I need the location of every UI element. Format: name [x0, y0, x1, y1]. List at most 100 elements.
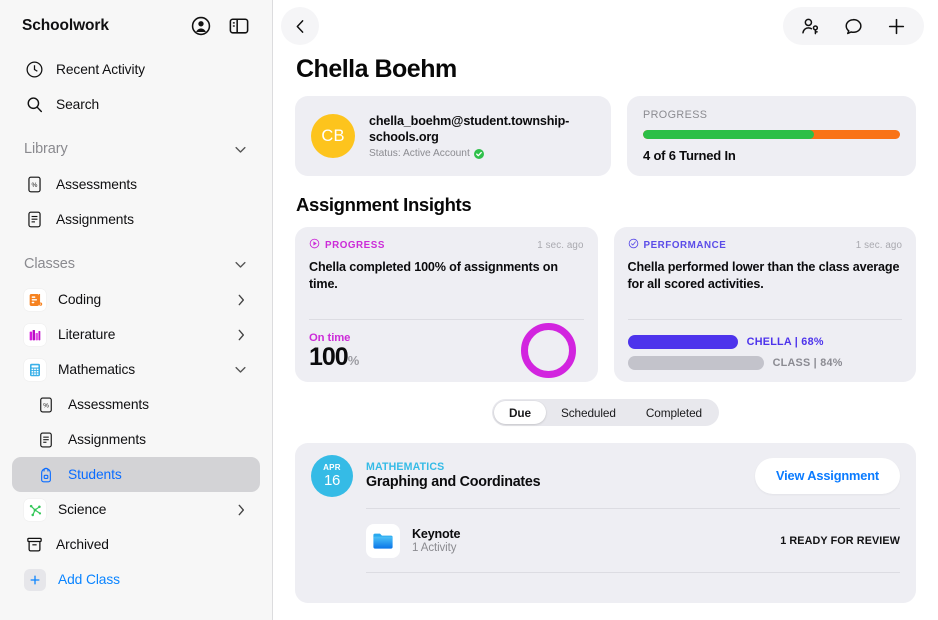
- sidebar-item-search[interactable]: Search: [12, 87, 260, 122]
- sidebar-item-label: Assignments: [56, 212, 134, 227]
- status-text: Status: Active Account: [369, 148, 470, 160]
- sidebar-item-label: Assessments: [68, 397, 149, 412]
- main-body: Chella Boehm CB chella_boehm@student.tow…: [273, 55, 938, 603]
- metric-unit: %: [347, 352, 360, 368]
- activity-row[interactable]: Keynote 1 Activity 1 READY FOR REVIEW: [311, 509, 900, 572]
- activity-meta: Keynote 1 Activity: [412, 527, 768, 554]
- date-day: 16: [323, 471, 341, 489]
- metric-block: On time 100%: [309, 332, 359, 370]
- activity-status: 1 READY FOR REVIEW: [780, 534, 900, 547]
- sidebar-section-label: Classes: [24, 256, 75, 272]
- tab-due[interactable]: Due: [493, 401, 546, 424]
- search-icon: [24, 95, 44, 115]
- sidebar-item-archived[interactable]: Archived: [12, 527, 260, 562]
- sidebar-nav: Recent Activity Search Library: [10, 52, 262, 597]
- svg-text:%: %: [31, 182, 37, 189]
- insight-bars: CHELLA | 68% CLASS | 84%: [627, 320, 903, 382]
- app-title: Schoolwork: [22, 17, 109, 34]
- sidebar-item-label: Archived: [56, 537, 109, 552]
- activity-name: Keynote: [412, 527, 461, 541]
- sidebar-item-math-assessments[interactable]: % Assessments: [12, 387, 260, 422]
- percent-document-icon: %: [24, 175, 44, 195]
- student-profile-card: CB chella_boehm@student.township-schools…: [295, 96, 611, 176]
- insight-kind-performance: PERFORMANCE: [628, 238, 856, 252]
- molecule-icon: [24, 498, 46, 521]
- sidebar-section-label: Library: [24, 141, 68, 157]
- sidebar-item-literature[interactable]: Literature: [12, 317, 260, 352]
- back-button[interactable]: [281, 7, 319, 45]
- view-assignment-button[interactable]: View Assignment: [755, 457, 900, 494]
- status-badge: Status: Active Account: [369, 148, 595, 159]
- lined-document-icon: [36, 430, 56, 450]
- insight-cards: PROGRESS 1 sec. ago Chella completed 100…: [295, 227, 916, 382]
- sidebar-item-math-students[interactable]: Students: [12, 457, 260, 492]
- chevron-right-icon: [234, 503, 248, 517]
- insight-kind-label: PERFORMANCE: [643, 239, 727, 251]
- add-person-icon[interactable]: [800, 16, 821, 37]
- sidebar-item-label: Students: [68, 467, 122, 482]
- sidebar-item-mathematics[interactable]: Mathematics: [12, 352, 260, 387]
- books-icon: [24, 323, 46, 346]
- plus-icon[interactable]: [886, 16, 907, 37]
- sidebar-item-label: Recent Activity: [56, 62, 145, 77]
- bar-chella: [627, 334, 738, 349]
- tab-scheduled[interactable]: Scheduled: [560, 405, 616, 420]
- sidebar-item-label: Assessments: [56, 177, 137, 192]
- coding-icon: [24, 288, 46, 311]
- metric-value-wrap: 100%: [309, 344, 359, 370]
- section-title-assignment-insights: Assignment Insights: [296, 194, 472, 215]
- insight-timestamp: 1 sec. ago: [855, 239, 902, 251]
- bar-row-class: CLASS | 84%: [627, 355, 903, 370]
- insight-card-performance[interactable]: PERFORMANCE 1 sec. ago Chella performed …: [613, 227, 916, 382]
- sidebar-header: Schoolwork: [10, 0, 262, 52]
- sidebar-item-library-assessments[interactable]: % Assessments: [12, 167, 260, 202]
- account-icon[interactable]: [190, 15, 212, 37]
- segmented-control: Due Scheduled Completed: [491, 399, 719, 426]
- sidebar-item-math-assignments[interactable]: Assignments: [12, 422, 260, 457]
- assignment-title: Graphing and Coordinates: [366, 474, 541, 490]
- progress-card: PROGRESS 4 of 6 Turned In: [627, 96, 916, 176]
- sidebar-item-library-assignments[interactable]: Assignments: [12, 202, 260, 237]
- clock-icon: [24, 60, 44, 80]
- main-content: Chella Boehm CB chella_boehm@student.tow…: [273, 0, 938, 620]
- chevron-down-icon: [233, 362, 248, 377]
- progress-bar-fill: [643, 130, 815, 139]
- metric-label: On time: [309, 331, 351, 344]
- insight-kind-label: PROGRESS: [325, 239, 385, 251]
- insight-kind-progress: PROGRESS: [309, 238, 537, 252]
- sidebar-toggle-icon[interactable]: [228, 15, 250, 37]
- topbar-actions: [783, 7, 924, 45]
- verified-check-icon: [473, 148, 484, 159]
- insight-header: PROGRESS 1 sec. ago: [309, 238, 584, 252]
- sidebar-item-recent-activity[interactable]: Recent Activity: [12, 52, 260, 87]
- sidebar-item-label: Assignments: [68, 432, 146, 447]
- sidebar-item-label: Coding: [58, 292, 102, 307]
- page-title: Chella Boehm: [296, 55, 457, 83]
- sidebar-section-library[interactable]: Library: [12, 131, 260, 167]
- profile-info: chella_boehm@student.township-schools.or…: [369, 113, 595, 159]
- progress-bar: [643, 130, 900, 139]
- sidebar-item-coding[interactable]: Coding: [12, 282, 260, 317]
- chevron-down-icon: [233, 142, 248, 157]
- student-email: chella_boehm@student.township-schools.or…: [369, 113, 570, 144]
- sidebar-header-actions: [190, 15, 250, 37]
- sidebar-item-add-class[interactable]: Add Class: [12, 562, 260, 597]
- sidebar-item-label: Search: [56, 97, 100, 112]
- chevron-right-icon: [234, 328, 248, 342]
- divider: [366, 572, 900, 573]
- main-topbar: [273, 0, 938, 52]
- divider: [366, 508, 900, 509]
- sidebar-section-classes[interactable]: Classes: [12, 246, 260, 282]
- sidebar-item-label: Literature: [58, 327, 116, 342]
- assignment-date-badge: APR 16: [311, 454, 353, 497]
- insight-header: PERFORMANCE 1 sec. ago: [628, 238, 903, 252]
- tab-completed[interactable]: Completed: [645, 405, 702, 420]
- plus-icon: [24, 568, 46, 591]
- percent-document-icon: %: [36, 395, 56, 415]
- bar-label-class: CLASS | 84%: [772, 356, 843, 369]
- chat-bubble-icon[interactable]: [843, 16, 864, 37]
- insight-card-progress[interactable]: PROGRESS 1 sec. ago Chella completed 100…: [295, 227, 598, 382]
- blue-folder-icon: [366, 523, 400, 558]
- sidebar-item-science[interactable]: Science: [12, 492, 260, 527]
